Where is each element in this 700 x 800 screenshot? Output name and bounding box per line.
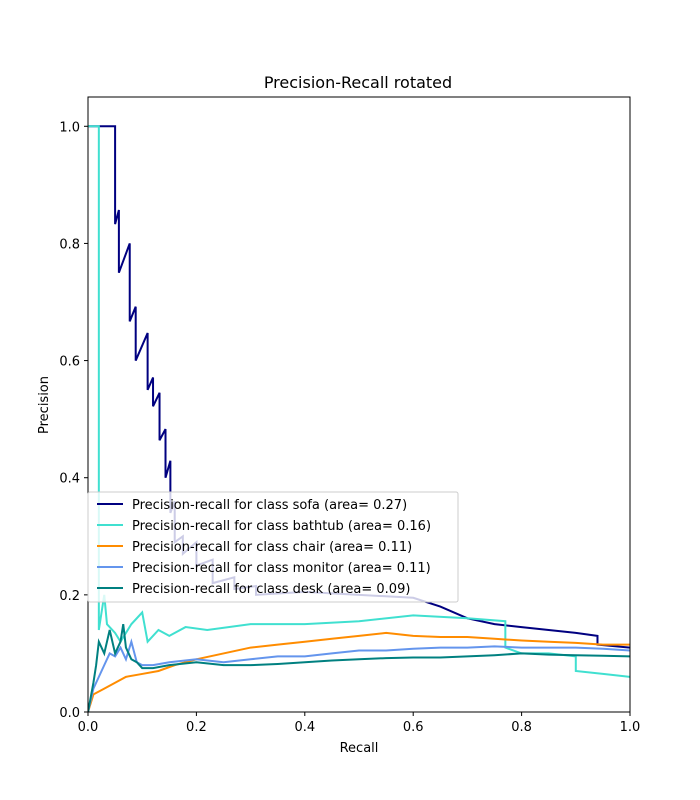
y-axis: 0.0 0.2 0.4 0.6 0.8 1.0 bbox=[59, 120, 88, 721]
legend-label-0: Precision-recall for class sofa (area= 0… bbox=[132, 498, 407, 513]
series-line-3 bbox=[88, 638, 630, 712]
x-tick-label: 0.2 bbox=[186, 720, 207, 735]
x-tick-label: 0.4 bbox=[294, 720, 315, 735]
series-line-2 bbox=[88, 631, 630, 712]
x-tick-label: 1.0 bbox=[620, 720, 641, 735]
x-axis: 0.0 0.2 0.4 0.6 0.8 1.0 bbox=[78, 712, 641, 735]
plot-frame bbox=[87, 96, 631, 713]
x-tick-label: 0.8 bbox=[511, 720, 532, 735]
y-tick-label: 0.4 bbox=[59, 472, 80, 487]
series-line-4 bbox=[88, 623, 630, 712]
legend-label-1: Precision-recall for class bathtub (area… bbox=[132, 519, 431, 534]
y-tick-label: 0.0 bbox=[59, 706, 80, 721]
y-tick-label: 0.2 bbox=[59, 589, 80, 604]
chart-title: Precision-Recall rotated bbox=[264, 73, 452, 92]
legend-label-3: Precision-recall for class monitor (area… bbox=[132, 561, 431, 576]
x-tick-label: 0.0 bbox=[78, 720, 99, 735]
y-tick-label: 0.6 bbox=[59, 355, 80, 370]
legend: Precision-recall for class sofa (area= 0… bbox=[87, 491, 459, 603]
legend-label-2: Precision-recall for class chair (area= … bbox=[132, 540, 412, 555]
x-tick-label: 0.6 bbox=[403, 720, 424, 735]
series-layer bbox=[88, 125, 630, 712]
x-axis-label: Recall bbox=[340, 741, 379, 756]
y-tick-label: 0.8 bbox=[59, 237, 80, 252]
y-tick-label: 1.0 bbox=[59, 120, 80, 135]
legend-box bbox=[87, 491, 459, 603]
y-axis-label: Precision bbox=[37, 376, 52, 434]
legend-label-4: Precision-recall for class desk (area= 0… bbox=[132, 582, 410, 597]
